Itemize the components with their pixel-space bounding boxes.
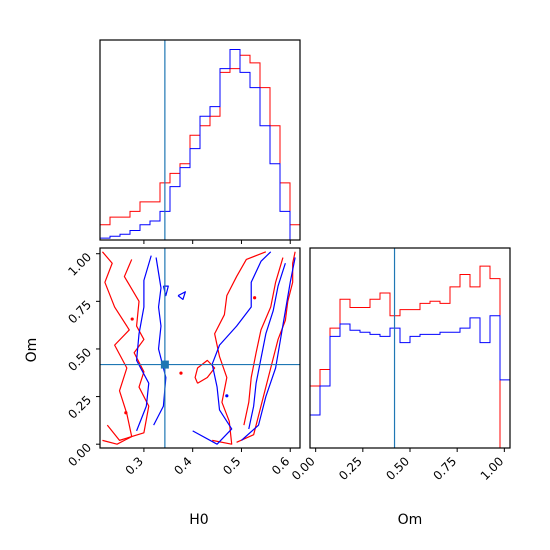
om-hist-x-tick-label: 0.00 <box>289 454 318 483</box>
om-histogram-blue <box>309 315 511 448</box>
om-histogram-red <box>309 265 510 449</box>
truth-marker <box>160 360 169 369</box>
red-contour-line <box>106 259 150 441</box>
h0-om-contour-panel: 0.3 0.4 0.5 0.60.000.250.500.751.00 <box>65 247 301 478</box>
h0-histogram-red <box>99 54 301 240</box>
contour-x-tick-label: 0.4 <box>171 454 194 477</box>
h0-histogram-blue <box>99 49 300 241</box>
om-hist-x-tick-label: 1.00 <box>478 454 507 483</box>
red-contour-line <box>194 359 216 384</box>
contour-y-tick-label: 1.00 <box>65 250 94 279</box>
red-sample-point <box>130 317 134 321</box>
x-axis-label-om: Om <box>398 512 423 528</box>
red-sample-point <box>253 296 257 300</box>
red-sample-point <box>179 371 183 375</box>
x-axis-label-h0: H0 <box>189 512 208 528</box>
contour-y-tick-label: 0.25 <box>65 393 94 422</box>
om-histogram-panel: 0.00 0.25 0.50 0.75 1.00 <box>289 247 511 483</box>
blue-contour-line <box>177 291 186 301</box>
red-contour-line <box>212 251 267 445</box>
om-hist-x-tick-label: 0.25 <box>336 454 365 483</box>
contour-y-tick-label: 0.75 <box>65 298 94 327</box>
contour-y-tick-label: 0.50 <box>65 345 94 374</box>
blue-sample-point <box>225 394 229 398</box>
contour-x-tick-label: 0.5 <box>220 454 243 477</box>
red-sample-point <box>124 411 128 415</box>
blue-contour-line <box>248 263 286 430</box>
om-hist-x-tick-label: 0.50 <box>383 454 412 483</box>
y-axis-label-om: Om <box>24 338 40 363</box>
red-contour-line <box>243 257 284 426</box>
red-contour-line <box>236 251 296 443</box>
contour-frame <box>99 247 301 449</box>
contour-area <box>100 248 300 448</box>
contour-x-tick-label: 0.3 <box>123 454 146 477</box>
h0-histogram-frame <box>99 39 301 241</box>
h0-histogram-panel <box>99 39 301 244</box>
om-hist-x-tick-label: 0.75 <box>430 454 459 483</box>
blue-contour-line <box>162 285 169 297</box>
contour-y-tick-label: 0.00 <box>65 440 94 469</box>
blue-contour-line <box>192 251 272 445</box>
blue-contour-line <box>135 255 152 432</box>
blue-contour-line <box>153 257 167 426</box>
blue-contour-line <box>241 257 296 441</box>
